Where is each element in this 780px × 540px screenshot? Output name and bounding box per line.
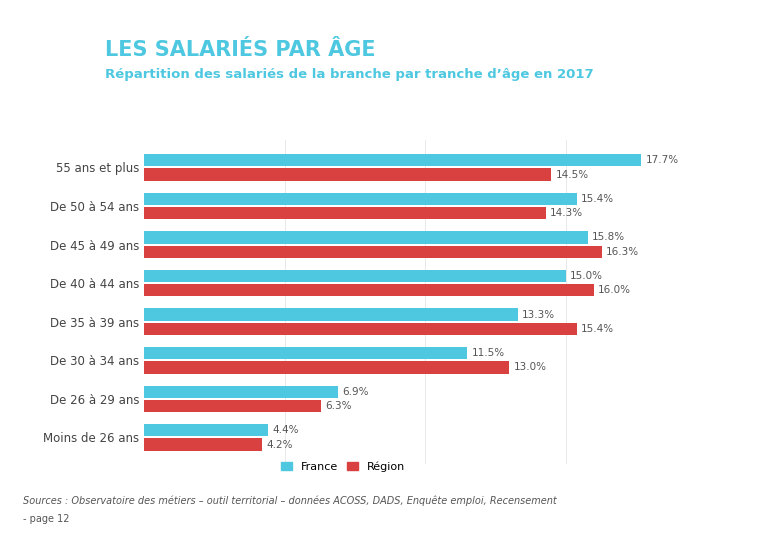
Bar <box>144 424 268 436</box>
Text: 4.2%: 4.2% <box>267 440 293 449</box>
Text: 16.3%: 16.3% <box>606 247 640 256</box>
Text: 4.4%: 4.4% <box>272 426 299 435</box>
Text: 14.3%: 14.3% <box>550 208 583 218</box>
Text: 15.4%: 15.4% <box>581 194 614 204</box>
Bar <box>144 284 594 296</box>
Text: Répartition des salariés de la branche par tranche d’âge en 2017: Répartition des salariés de la branche p… <box>105 68 594 81</box>
Text: 11.5%: 11.5% <box>471 348 505 358</box>
Text: 6.3%: 6.3% <box>325 401 352 411</box>
Bar <box>144 168 551 181</box>
Bar <box>144 270 566 282</box>
Bar <box>144 347 467 359</box>
Bar <box>144 386 338 398</box>
Text: 14.5%: 14.5% <box>555 170 589 179</box>
Text: Sources : Observatoire des métiers – outil territorial – données ACOSS, DADS, En: Sources : Observatoire des métiers – out… <box>23 496 557 507</box>
Text: 16.0%: 16.0% <box>597 285 631 295</box>
Text: 6.9%: 6.9% <box>342 387 369 397</box>
Bar <box>144 322 576 335</box>
Bar <box>144 193 576 205</box>
Bar <box>144 400 321 412</box>
Text: 13.3%: 13.3% <box>522 309 555 320</box>
Bar <box>144 246 602 258</box>
Text: 17.7%: 17.7% <box>646 156 679 165</box>
Text: LES SALARIÉS PAR ÂGE: LES SALARIÉS PAR ÂGE <box>105 39 376 60</box>
Bar <box>144 207 546 219</box>
Text: 02: 02 <box>49 49 74 67</box>
Text: 13.0%: 13.0% <box>513 362 547 373</box>
Bar <box>144 231 588 244</box>
Bar <box>144 361 509 374</box>
Bar <box>144 308 518 321</box>
Text: 15.4%: 15.4% <box>581 324 614 334</box>
Text: 15.8%: 15.8% <box>592 232 626 242</box>
Legend: France, Région: France, Région <box>277 457 410 476</box>
Text: 15.0%: 15.0% <box>569 271 603 281</box>
Bar <box>144 438 262 451</box>
Bar <box>144 154 641 166</box>
Text: - page 12: - page 12 <box>23 515 70 524</box>
